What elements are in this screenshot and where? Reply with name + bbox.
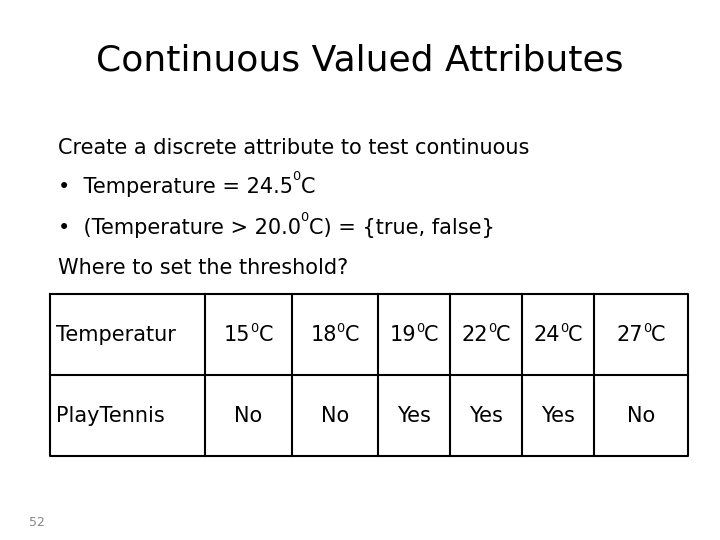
Text: C: C (0, 530, 14, 540)
Text: Temperatur: Temperatur (56, 325, 176, 345)
Text: PlayTennis: PlayTennis (56, 406, 165, 426)
Text: 0: 0 (488, 321, 496, 335)
Text: C: C (0, 530, 14, 540)
Text: 27: 27 (616, 325, 643, 345)
Text: Yes: Yes (469, 406, 503, 426)
Text: 0: 0 (416, 321, 424, 335)
Text: Create a discrete attribute to test continuous: Create a discrete attribute to test cont… (58, 138, 529, 158)
Text: 22: 22 (0, 530, 27, 540)
Text: No: No (320, 406, 349, 426)
Text: 0: 0 (292, 171, 301, 184)
Text: 0: 0 (0, 534, 8, 540)
Text: •  (Temperature > 20.0: • (Temperature > 20.0 (58, 218, 301, 238)
Text: C: C (0, 530, 14, 540)
Text: Yes: Yes (397, 406, 431, 426)
Text: C: C (345, 325, 359, 345)
Text: Continuous Valued Attributes: Continuous Valued Attributes (96, 43, 624, 77)
Text: 27: 27 (0, 530, 27, 540)
Text: 0: 0 (337, 321, 345, 335)
Text: 0: 0 (0, 534, 8, 540)
Text: 24: 24 (0, 530, 27, 540)
Text: 52: 52 (29, 516, 45, 529)
Text: C: C (424, 325, 438, 345)
Text: 0: 0 (251, 321, 258, 335)
Text: Yes: Yes (541, 406, 575, 426)
Text: C) = {true, false}: C) = {true, false} (309, 218, 495, 238)
Text: C: C (568, 325, 582, 345)
Text: 0: 0 (560, 321, 568, 335)
Text: 0: 0 (0, 534, 8, 540)
Text: C: C (258, 325, 273, 345)
Text: 0: 0 (292, 171, 301, 184)
Text: C: C (301, 177, 315, 197)
Text: 15: 15 (0, 530, 27, 540)
Text: No: No (626, 406, 655, 426)
Text: 18: 18 (0, 530, 27, 540)
Text: 0: 0 (643, 321, 651, 335)
Text: 18: 18 (310, 325, 337, 345)
Text: 0: 0 (0, 534, 8, 540)
Text: No: No (234, 406, 263, 426)
Text: 22: 22 (462, 325, 488, 345)
Text: C: C (0, 530, 14, 540)
Text: •  Temperature = 24.5: • Temperature = 24.5 (58, 177, 292, 197)
Text: Where to set the threshold?: Where to set the threshold? (58, 258, 348, 278)
Text: 0: 0 (0, 534, 8, 540)
Text: C: C (651, 325, 665, 345)
Text: 19: 19 (390, 325, 416, 345)
Text: C: C (0, 530, 14, 540)
Text: 19: 19 (0, 530, 27, 540)
Text: 0: 0 (0, 534, 8, 540)
Text: 0: 0 (301, 211, 309, 224)
Text: 0: 0 (301, 211, 309, 224)
Text: 24: 24 (534, 325, 560, 345)
Text: C: C (496, 325, 510, 345)
Text: 15: 15 (224, 325, 251, 345)
Text: C: C (0, 530, 14, 540)
